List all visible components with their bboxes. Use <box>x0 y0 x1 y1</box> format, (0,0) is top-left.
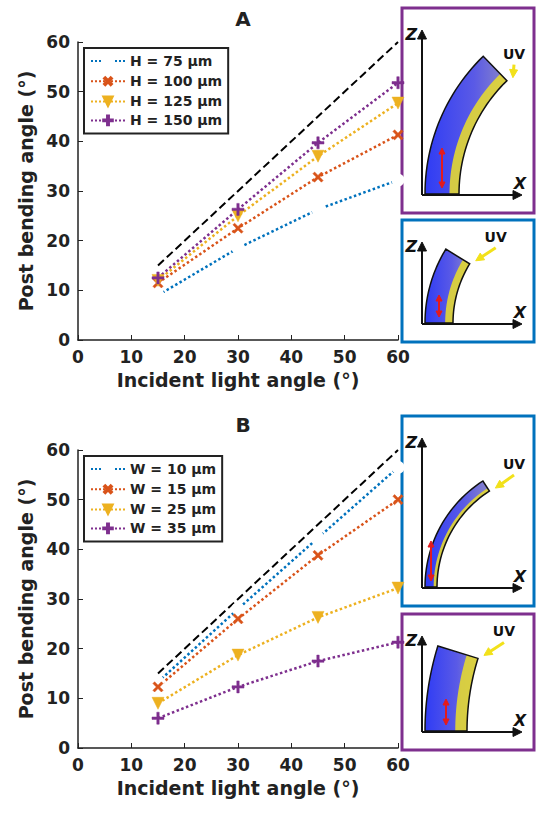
svg-text:UV: UV <box>485 229 507 245</box>
svg-text:50: 50 <box>46 82 70 102</box>
svg-text:10: 10 <box>119 755 143 775</box>
svg-text:40: 40 <box>279 347 303 367</box>
svg-text:60: 60 <box>386 347 410 367</box>
svg-text:Z: Z <box>404 25 417 44</box>
svg-text:W = 15 μm: W = 15 μm <box>130 481 216 497</box>
svg-text:Post bending angle (°): Post bending angle (°) <box>15 71 37 312</box>
svg-text:60: 60 <box>386 755 410 775</box>
svg-text:UV: UV <box>493 623 515 639</box>
svg-text:0: 0 <box>58 330 70 350</box>
svg-text:H = 150 μm: H = 150 μm <box>130 112 222 128</box>
svg-text:A: A <box>235 7 251 31</box>
svg-text:50: 50 <box>333 755 357 775</box>
svg-text:30: 30 <box>46 589 70 609</box>
svg-text:W = 10 μm: W = 10 μm <box>130 461 216 477</box>
svg-text:UV: UV <box>503 456 525 472</box>
svg-text:20: 20 <box>46 639 70 659</box>
svg-text:30: 30 <box>226 755 250 775</box>
svg-text:40: 40 <box>46 539 70 559</box>
svg-text:50: 50 <box>46 490 70 510</box>
svg-text:X: X <box>513 303 527 322</box>
svg-text:B: B <box>235 413 250 437</box>
svg-text:30: 30 <box>226 347 250 367</box>
svg-text:Incident light angle (°): Incident light angle (°) <box>117 777 360 799</box>
svg-text:40: 40 <box>279 755 303 775</box>
svg-text:0: 0 <box>72 347 84 367</box>
svg-text:W = 35 μm: W = 35 μm <box>130 520 216 536</box>
svg-text:10: 10 <box>119 347 143 367</box>
svg-text:60: 60 <box>46 440 70 460</box>
svg-text:H = 75 μm: H = 75 μm <box>130 53 212 69</box>
svg-text:X: X <box>513 174 527 193</box>
svg-text:X: X <box>513 711 527 730</box>
svg-text:X: X <box>513 567 527 586</box>
svg-text:0: 0 <box>58 738 70 758</box>
svg-text:H = 100 μm: H = 100 μm <box>130 73 222 89</box>
svg-text:Z: Z <box>404 237 417 256</box>
svg-text:20: 20 <box>173 347 197 367</box>
svg-text:50: 50 <box>333 347 357 367</box>
svg-text:10: 10 <box>46 688 70 708</box>
svg-text:40: 40 <box>46 131 70 151</box>
svg-text:60: 60 <box>46 32 70 52</box>
svg-text:30: 30 <box>46 181 70 201</box>
svg-text:Incident light angle (°): Incident light angle (°) <box>117 369 360 391</box>
svg-text:Z: Z <box>404 631 417 650</box>
svg-text:20: 20 <box>46 231 70 251</box>
svg-text:H = 125 μm: H = 125 μm <box>130 93 222 109</box>
svg-text:Post bending angle (°): Post bending angle (°) <box>15 479 37 720</box>
svg-text:UV: UV <box>503 46 525 62</box>
svg-text:W = 25 μm: W = 25 μm <box>130 501 216 517</box>
svg-text:Z: Z <box>404 433 417 452</box>
svg-text:0: 0 <box>72 755 84 775</box>
svg-text:20: 20 <box>173 755 197 775</box>
svg-text:10: 10 <box>46 280 70 300</box>
